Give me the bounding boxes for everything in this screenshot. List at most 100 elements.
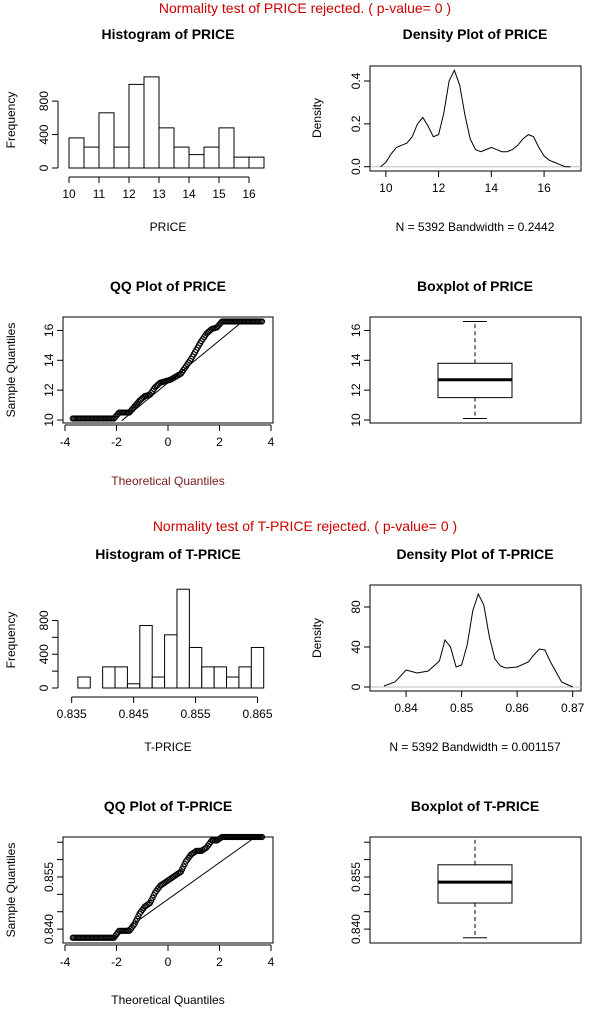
x-axis-label: PRICE	[150, 220, 187, 234]
density-axes: 10 12 14 16 0.0 0.2 0.4	[349, 72, 551, 195]
y-tick-label: 12	[42, 383, 56, 397]
y-tick-label: 80	[349, 600, 363, 614]
x-tick-label: 16	[242, 187, 256, 201]
y-tick-label: 16	[349, 323, 363, 337]
qq-axes: -4 -2 0 2 4 10 12 14 16	[42, 323, 275, 449]
histogram-bars	[68, 76, 265, 169]
x-tick-label: 0.85	[450, 701, 474, 715]
histogram-bar	[176, 588, 190, 689]
x-tick-label: 10	[379, 181, 393, 195]
histogram-bar	[188, 154, 205, 169]
x-tick-label: 0	[165, 435, 172, 449]
plot-frame	[62, 316, 274, 424]
qq-point	[130, 922, 137, 929]
y-axis-label: Density	[310, 98, 324, 138]
y-tick-label: 0.855	[349, 862, 363, 892]
histogram-bar	[113, 146, 130, 169]
histogram-bar	[203, 146, 220, 169]
y-tick-label: 0.4	[349, 72, 363, 89]
histogram-bar	[139, 625, 153, 689]
box-and-whiskers	[437, 836, 513, 939]
y-tick-label: 800	[37, 91, 51, 111]
x-tick-label: 12	[432, 181, 446, 195]
chart-title: Boxplot of PRICE	[417, 278, 533, 294]
x-tick-label: 14	[182, 187, 196, 201]
x-tick-label: -4	[60, 955, 71, 969]
x-tick-label: 4	[268, 435, 275, 449]
y-tick-label: 0.0	[349, 158, 363, 175]
plot-frame	[62, 836, 274, 944]
y-axis-label: Frequency	[4, 92, 18, 149]
boxplot-axes: 10 12 14 16	[349, 323, 371, 427]
y-tick-label: 10	[349, 413, 363, 427]
histogram-bar	[83, 146, 100, 169]
x-tick-label: 0.87	[561, 701, 585, 715]
y-tick-label: 0.840	[42, 914, 56, 944]
histogram-bar	[151, 676, 166, 689]
iqr-box	[437, 864, 513, 904]
y-tick-label: 0.840	[349, 914, 363, 944]
x-tick-label: 0.845	[119, 707, 149, 721]
y-tick-label: 14	[349, 353, 363, 367]
chart-title: Density Plot of PRICE	[403, 26, 548, 42]
qq-plot-price: QQ Plot of PRICE -4 -2 0 2 4 10 12 14 16 Theoret…	[4, 278, 275, 488]
histogram-bar	[98, 112, 115, 169]
y-tick-label: 0.2	[349, 115, 363, 132]
density-axes: 0.84 0.85 0.86 0.87 0 40 80	[349, 600, 585, 715]
y-tick-label: 0	[37, 164, 51, 171]
y-tick-label: 0	[37, 684, 51, 691]
qq-points	[69, 833, 266, 941]
histogram-bars	[77, 588, 265, 689]
histogram-bar	[238, 666, 252, 689]
histogram-bar	[233, 156, 250, 169]
y-tick-label: 16	[42, 323, 56, 337]
x-tick-label: 2	[216, 955, 223, 969]
y-tick-label: 0	[349, 683, 363, 690]
x-tick-label: 12	[122, 187, 136, 201]
x-tick-label: 0	[165, 955, 172, 969]
y-tick-label: 40	[349, 640, 363, 654]
density-curve	[380, 69, 571, 168]
x-tick-label: 0.835	[57, 707, 87, 721]
histogram-bar	[218, 127, 235, 169]
x-axis-label: N = 5392 Bandwidth = 0.2442	[396, 220, 555, 234]
y-tick-label: 400	[37, 644, 51, 664]
x-axis-label: T-PRICE	[144, 740, 191, 754]
histogram-bar	[164, 634, 178, 689]
histogram-bar	[226, 676, 240, 689]
y-axis-label: Sample Quantiles	[4, 843, 18, 938]
x-tick-label: 13	[152, 187, 166, 201]
y-tick-label: 800	[37, 610, 51, 630]
histogram-bar	[173, 146, 190, 169]
y-tick-label: 14	[42, 353, 56, 367]
x-tick-label: -2	[111, 435, 122, 449]
chart-title: Density Plot of T-PRICE	[396, 546, 553, 562]
y-tick-label: 10	[42, 413, 56, 427]
y-tick-label: 400	[37, 124, 51, 144]
histogram-bar	[248, 156, 265, 169]
qq-axes: -4 -2 0 2 4 0.840 0.855	[42, 841, 275, 969]
y-tick-label: 0.855	[42, 862, 56, 892]
qq-reference-line	[113, 838, 254, 939]
x-tick-label: 11	[93, 187, 106, 201]
histogram-bar	[158, 127, 175, 169]
qq-points	[69, 318, 266, 422]
x-tick-label: 14	[485, 181, 499, 195]
chart-title: Boxplot of T-PRICE	[411, 798, 539, 814]
plot-frame	[369, 65, 582, 172]
histogram-price: Histogram of PRICE 10 11 12 13 14 15 16 0 400 800…	[4, 26, 265, 234]
y-axis-label: Density	[310, 618, 324, 658]
x-axis-label: Theoretical Quantiles	[111, 474, 224, 488]
histogram-bar	[77, 676, 91, 689]
chart-title: QQ Plot of PRICE	[110, 278, 226, 294]
chart-title: QQ Plot of T-PRICE	[104, 798, 232, 814]
x-tick-label: 0.855	[181, 707, 211, 721]
histogram-bar	[188, 646, 203, 689]
x-tick-label: -4	[60, 435, 71, 449]
x-tick-label: 0.86	[505, 701, 529, 715]
x-tick-label: 10	[62, 187, 76, 201]
qq-point	[258, 833, 266, 841]
histogram-bar	[128, 83, 145, 169]
chart-title: Histogram of PRICE	[101, 26, 234, 42]
x-axis-label: N = 5392 Bandwidth = 0.001157	[389, 740, 561, 754]
